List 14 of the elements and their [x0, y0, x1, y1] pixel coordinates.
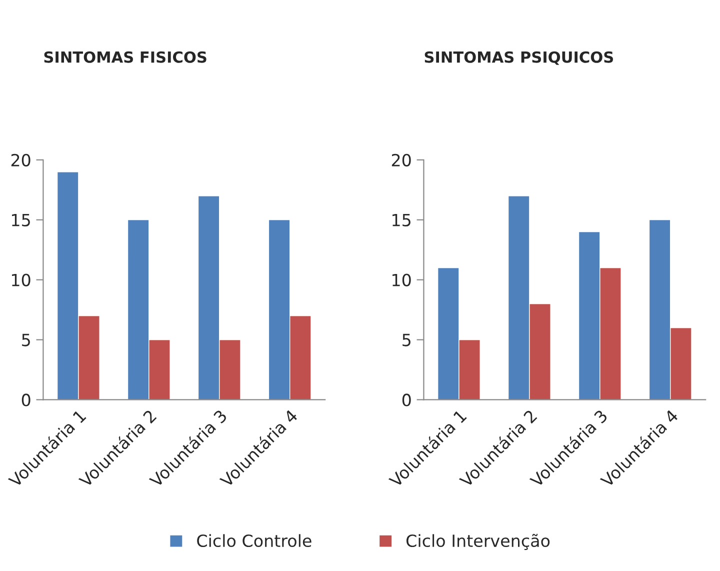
legend-label: Ciclo Controle — [197, 534, 312, 548]
legend-label: Ciclo Intervenção — [406, 534, 550, 550]
chart-title: SINTOMAS PSIQUICOS — [424, 51, 614, 65]
y-tick-label: 10 — [392, 274, 411, 286]
y-tick-label: 20 — [392, 154, 411, 166]
y-tick-label: 5 — [402, 334, 410, 346]
y-tick-label: 0 — [402, 394, 411, 406]
y-tick-label: 0 — [22, 394, 30, 406]
y-tick-label: 5 — [22, 334, 30, 346]
y-tick-label: 15 — [12, 214, 30, 226]
chart-title: SINTOMAS FISICOS — [44, 51, 206, 63]
y-tick-label: 10 — [12, 274, 30, 286]
y-tick-label: 15 — [392, 214, 410, 226]
y-tick-label: 20 — [11, 154, 30, 166]
